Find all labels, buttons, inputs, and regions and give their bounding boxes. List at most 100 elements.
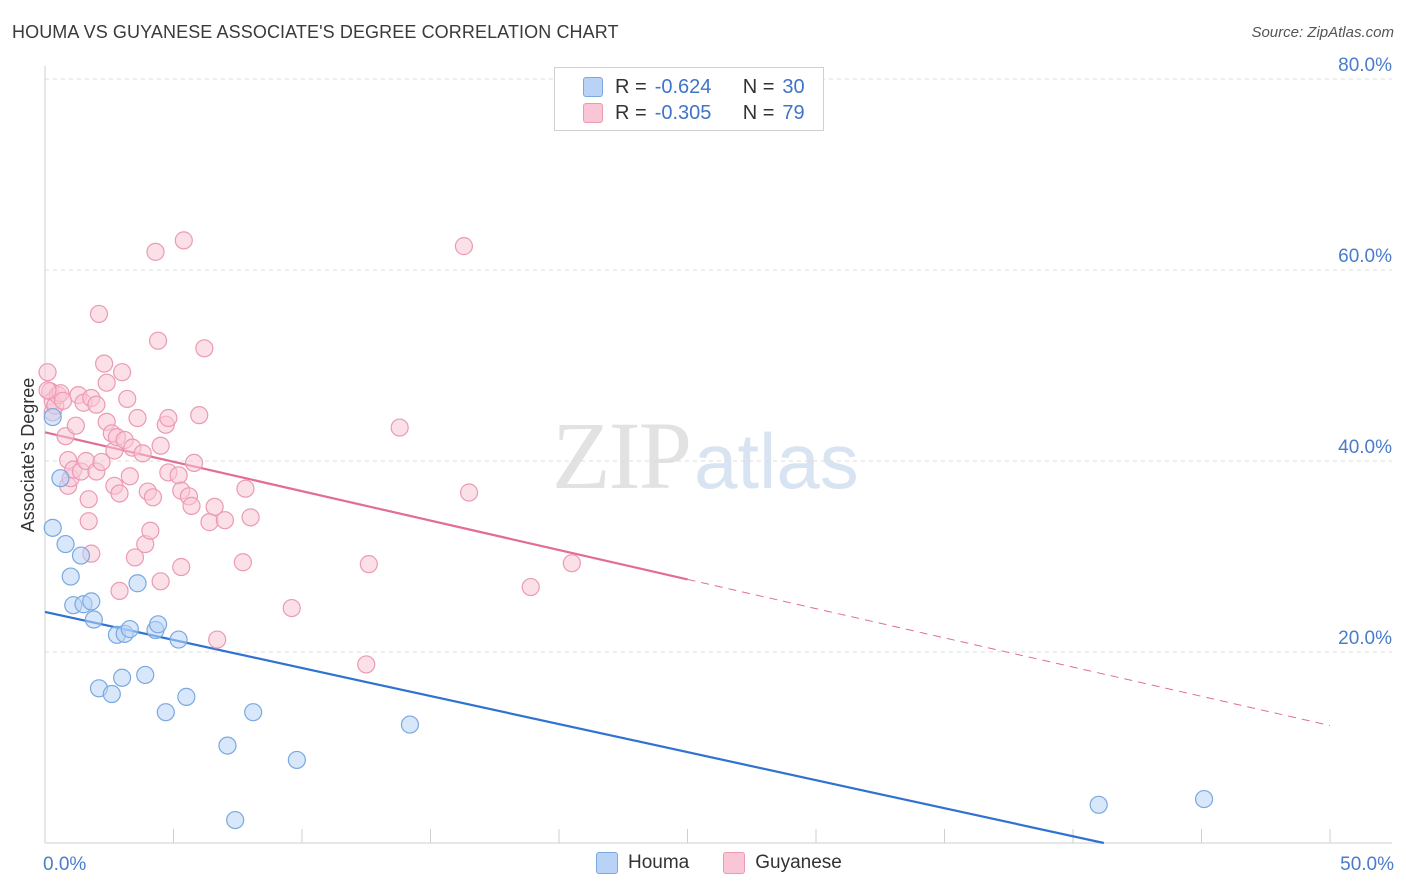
trend-lines xyxy=(44,431,1331,845)
legend-row-guyanese: R = -0.305 N = 79 xyxy=(583,101,805,125)
point-guyanese xyxy=(79,490,98,509)
point-houma xyxy=(51,469,70,488)
point-guyanese xyxy=(38,381,57,400)
guyanese-legend-label: Guyanese xyxy=(755,852,842,873)
point-houma xyxy=(400,715,420,734)
x-tick-label-max: 50.0% xyxy=(1340,854,1394,875)
point-guyanese xyxy=(521,577,540,597)
point-guyanese xyxy=(110,484,129,503)
point-guyanese xyxy=(118,389,137,409)
point-guyanese xyxy=(143,488,163,507)
point-guyanese xyxy=(87,395,106,414)
guyanese-n-value: 79 xyxy=(782,101,805,124)
point-guyanese xyxy=(241,508,260,527)
point-houma xyxy=(56,534,75,554)
point-guyanese xyxy=(128,408,147,428)
point-guyanese xyxy=(53,391,73,410)
point-houma xyxy=(102,684,121,704)
point-guyanese xyxy=(95,354,114,373)
point-guyanese xyxy=(159,408,178,428)
point-guyanese xyxy=(151,436,170,455)
point-guyanese xyxy=(182,496,201,515)
point-guyanese xyxy=(205,497,224,516)
point-guyanese xyxy=(110,581,129,600)
point-guyanese xyxy=(200,513,219,532)
houma-swatch xyxy=(583,77,603,97)
point-houma xyxy=(1194,789,1214,809)
houma-legend-swatch xyxy=(596,852,618,874)
y-tick-labels: 20.0% 40.0% 60.0% 80.0% xyxy=(1338,55,1392,649)
point-houma xyxy=(43,407,62,427)
point-guyanese xyxy=(195,339,214,358)
point-guyanese xyxy=(148,331,168,350)
point-guyanese xyxy=(174,231,193,250)
point-guyanese xyxy=(97,373,116,392)
trend-line-houma xyxy=(44,610,1105,845)
point-houma xyxy=(82,592,101,611)
point-guyanese xyxy=(120,467,139,486)
point-guyanese xyxy=(141,521,160,540)
y-tick-label: 60.0% xyxy=(1338,246,1392,267)
point-guyanese xyxy=(151,572,170,591)
x-tick-labels: 0.0% 50.0% xyxy=(43,854,1394,875)
point-houma xyxy=(120,619,139,639)
axes xyxy=(44,66,1392,844)
point-guyanese xyxy=(133,444,152,463)
point-houma xyxy=(71,546,91,565)
data-points xyxy=(38,231,1214,830)
guyanese-swatch xyxy=(583,103,603,123)
point-houma xyxy=(112,668,132,687)
point-guyanese xyxy=(169,466,188,485)
legend-r-label: R = xyxy=(615,101,647,124)
trend-line-guyanese xyxy=(44,431,688,581)
legend-r-label: R = xyxy=(615,75,647,98)
point-houma xyxy=(128,574,147,593)
series-legend: Houma Guyanese xyxy=(596,852,876,874)
correlation-legend: R = -0.624 N = 30 R = -0.305 N = 79 xyxy=(554,67,824,131)
trend-line-extension-guyanese xyxy=(687,578,1331,727)
point-guyanese xyxy=(146,242,165,261)
point-houma xyxy=(169,630,188,649)
point-houma xyxy=(84,610,103,629)
point-houma xyxy=(177,687,196,706)
point-guyanese xyxy=(172,557,191,577)
point-guyanese xyxy=(190,406,209,425)
point-guyanese xyxy=(215,511,234,530)
point-houma xyxy=(148,615,168,634)
y-axis-label: Associate's Degree xyxy=(18,378,38,533)
point-guyanese xyxy=(92,452,111,472)
x-tick-label-min: 0.0% xyxy=(43,854,86,875)
point-guyanese xyxy=(236,479,255,498)
y-tick-label: 20.0% xyxy=(1338,628,1392,649)
legend-item-houma: Houma xyxy=(596,852,689,874)
point-houma xyxy=(244,703,263,722)
guyanese-legend-swatch xyxy=(723,852,746,874)
houma-r-value: -0.624 xyxy=(654,75,712,98)
point-guyanese xyxy=(454,237,474,256)
chart-title: HOUMA VS GUYANESE ASSOCIATE'S DEGREE COR… xyxy=(12,22,619,42)
point-guyanese xyxy=(459,483,479,502)
point-houma xyxy=(43,518,62,537)
legend-row-houma: R = -0.624 N = 30 xyxy=(583,75,805,99)
point-houma xyxy=(226,810,245,830)
point-guyanese xyxy=(390,418,409,437)
point-guyanese xyxy=(233,553,252,572)
legend-n-label: N = xyxy=(742,75,775,98)
point-guyanese xyxy=(208,630,227,649)
source-credit: Source: ZipAtlas.com xyxy=(1251,24,1394,41)
legend-item-guyanese: Guyanese xyxy=(723,852,842,874)
point-guyanese xyxy=(112,363,132,382)
point-guyanese xyxy=(89,304,109,324)
point-guyanese xyxy=(38,363,57,382)
point-guyanese xyxy=(282,598,301,618)
point-guyanese xyxy=(79,512,98,531)
point-guyanese xyxy=(359,555,378,574)
point-houma xyxy=(156,703,175,722)
point-houma xyxy=(136,665,155,685)
point-houma xyxy=(218,736,237,755)
point-guyanese xyxy=(184,453,204,473)
point-houma xyxy=(1089,795,1108,814)
point-guyanese xyxy=(357,655,376,674)
watermark-zip: ZIP xyxy=(552,402,692,509)
